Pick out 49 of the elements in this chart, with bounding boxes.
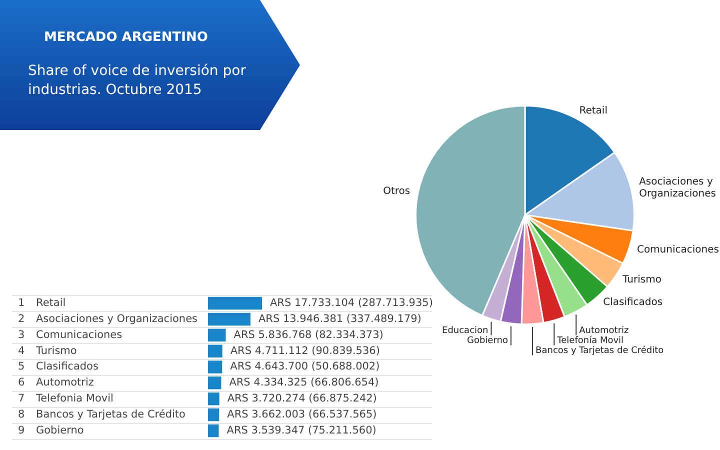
bar <box>208 392 220 406</box>
data-label: ARS 3.539.347 (75.211.560) <box>226 424 376 436</box>
text: 9 <box>18 424 25 436</box>
y-tick-label: Asociaciones y Organizaciones <box>36 312 198 325</box>
text: 7 <box>18 392 25 405</box>
y-tick-label: Gobierno <box>36 424 84 436</box>
slice-label: Gobierno <box>466 336 508 346</box>
slice-label: Educacion <box>442 326 488 336</box>
y-tick-label: Automotriz <box>36 376 94 389</box>
slice-label: Automotriz <box>579 326 630 336</box>
data-label: ARS 13.946.381 (337.489.179) <box>258 312 422 325</box>
text: 6 <box>18 376 25 389</box>
slice-label: Asociaciones y Organizaciones <box>639 176 716 200</box>
data-label: ARS 3.720.274 (66.875.242) <box>227 392 377 405</box>
slice-label: Retail <box>579 106 608 117</box>
slice-label: Clasificados <box>603 297 663 308</box>
bar <box>208 328 226 342</box>
text: 5 <box>18 360 25 373</box>
data-label: ARS 4.334.325 (66.806.654) <box>229 376 379 389</box>
text: 1 <box>18 297 25 309</box>
y-tick-label: Comunicaciones <box>36 328 122 341</box>
bar <box>208 408 220 422</box>
bar <box>208 424 219 438</box>
data-label: ARS 17.733.104 (287.713.935) <box>270 297 433 309</box>
text: MERCADO ARGENTINO <box>44 30 208 45</box>
bar <box>208 296 262 310</box>
bar <box>208 376 222 390</box>
y-tick-label: Telefonia Movil <box>35 392 114 405</box>
y-tick-label: Clasificados <box>36 360 98 373</box>
data-label: ARS 4.643.700 (50.688.002) <box>230 360 380 373</box>
y-tick-label: Turismo <box>35 344 77 357</box>
text: 8 <box>18 408 25 421</box>
slice-label: Telefonía Movil <box>556 335 624 346</box>
bar <box>208 344 222 358</box>
text: 2 <box>18 312 25 325</box>
bar <box>208 312 250 326</box>
text: 3 <box>18 328 25 341</box>
slice-label: Otros <box>383 186 410 198</box>
bar <box>208 360 222 374</box>
y-tick-label: Retail <box>36 297 66 309</box>
slice-label: Turismo <box>622 274 662 286</box>
y-tick-label: Bancos y Tarjetas de Crédito <box>36 408 186 421</box>
data-label: ARS 4.711.112 (90.839.536) <box>230 344 380 357</box>
text: Share of voice de inversión por industrias. Octubre 2015 <box>28 62 247 100</box>
text: 4 <box>18 344 25 357</box>
slice-label: Bancos y Tarjetas de Crédito <box>536 345 664 356</box>
slice-label: Comunicaciones <box>636 244 719 256</box>
data-label: ARS 5.836.768 (82.334.373) <box>234 328 384 341</box>
data-label: ARS 3.662.003 (66.537.565) <box>227 408 377 421</box>
